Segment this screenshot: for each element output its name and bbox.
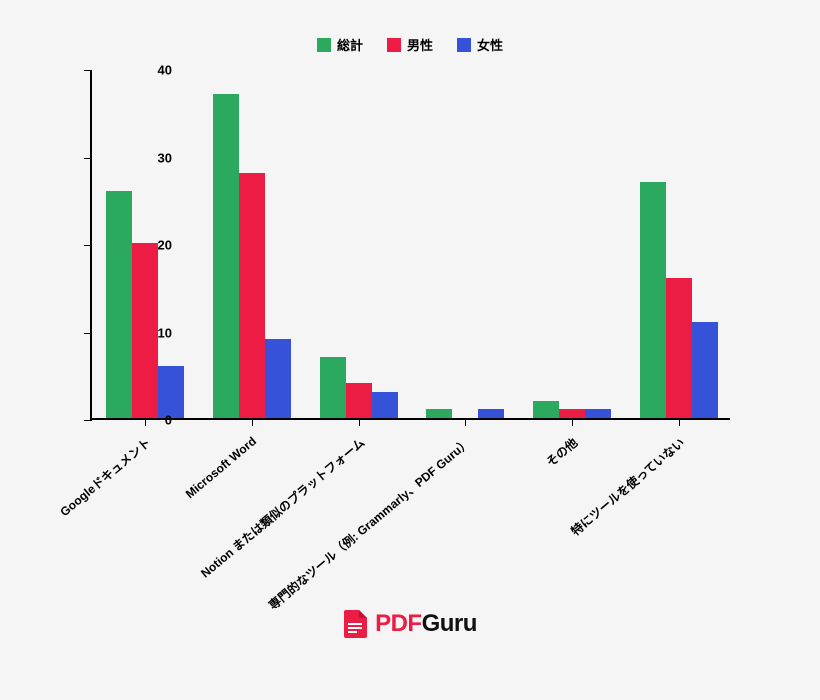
- legend-swatch: [387, 38, 401, 52]
- x-tick: [465, 418, 466, 426]
- legend-item: 総計: [317, 35, 363, 54]
- y-tick: [84, 420, 92, 421]
- y-tick: [84, 333, 92, 334]
- bar: [640, 182, 666, 418]
- bar-group: [106, 191, 184, 419]
- x-axis-label: その他: [371, 434, 581, 614]
- bar-group: [640, 182, 718, 418]
- x-axis-label: 特にツールを使っていない: [477, 434, 687, 614]
- bar: [426, 409, 452, 418]
- bar: [106, 191, 132, 419]
- x-tick: [679, 418, 680, 426]
- bar-group: [426, 409, 504, 418]
- legend-swatch: [457, 38, 471, 52]
- y-axis-label: 20: [158, 238, 172, 253]
- legend-item: 男性: [387, 35, 433, 54]
- bar-group: [533, 401, 611, 419]
- bar-group: [213, 94, 291, 418]
- legend-label: 女性: [477, 35, 503, 54]
- y-tick: [84, 158, 92, 159]
- logo-text: PDFGuru: [375, 610, 477, 638]
- bar: [213, 94, 239, 418]
- x-tick: [145, 418, 146, 426]
- bar: [585, 409, 611, 418]
- y-axis-label: 30: [158, 150, 172, 165]
- chart-legend: 総計 男性 女性: [0, 35, 820, 54]
- plot-area: [90, 70, 730, 420]
- y-axis-label: 0: [165, 413, 172, 428]
- x-tick: [252, 418, 253, 426]
- x-axis-label: Notion または類似のプラットフォーム: [157, 434, 367, 614]
- bar: [692, 322, 718, 418]
- bar-chart: [90, 70, 730, 420]
- bar: [265, 339, 291, 418]
- bar: [132, 243, 158, 418]
- y-tick: [84, 245, 92, 246]
- bar: [533, 401, 559, 419]
- legend-label: 総計: [337, 35, 363, 54]
- legend-item: 女性: [457, 35, 503, 54]
- bar: [372, 392, 398, 418]
- legend-swatch: [317, 38, 331, 52]
- bar: [346, 383, 372, 418]
- x-tick: [572, 418, 573, 426]
- x-axis-label: Microsoft Word: [51, 434, 259, 612]
- bar: [478, 409, 504, 418]
- bar: [158, 366, 184, 419]
- bar: [239, 173, 265, 418]
- bar: [320, 357, 346, 418]
- y-tick: [84, 70, 92, 71]
- bar-group: [320, 357, 398, 418]
- pdf-file-icon: [343, 610, 367, 638]
- brand-logo: PDFGuru: [0, 610, 820, 638]
- y-axis-label: 40: [158, 63, 172, 78]
- y-axis-label: 10: [158, 325, 172, 340]
- x-axis-label: 専門的なツール（例: Grammarly、PDF Guru）: [264, 434, 474, 614]
- x-tick: [359, 418, 360, 426]
- bar: [666, 278, 692, 418]
- legend-label: 男性: [407, 35, 433, 54]
- bar: [559, 409, 585, 418]
